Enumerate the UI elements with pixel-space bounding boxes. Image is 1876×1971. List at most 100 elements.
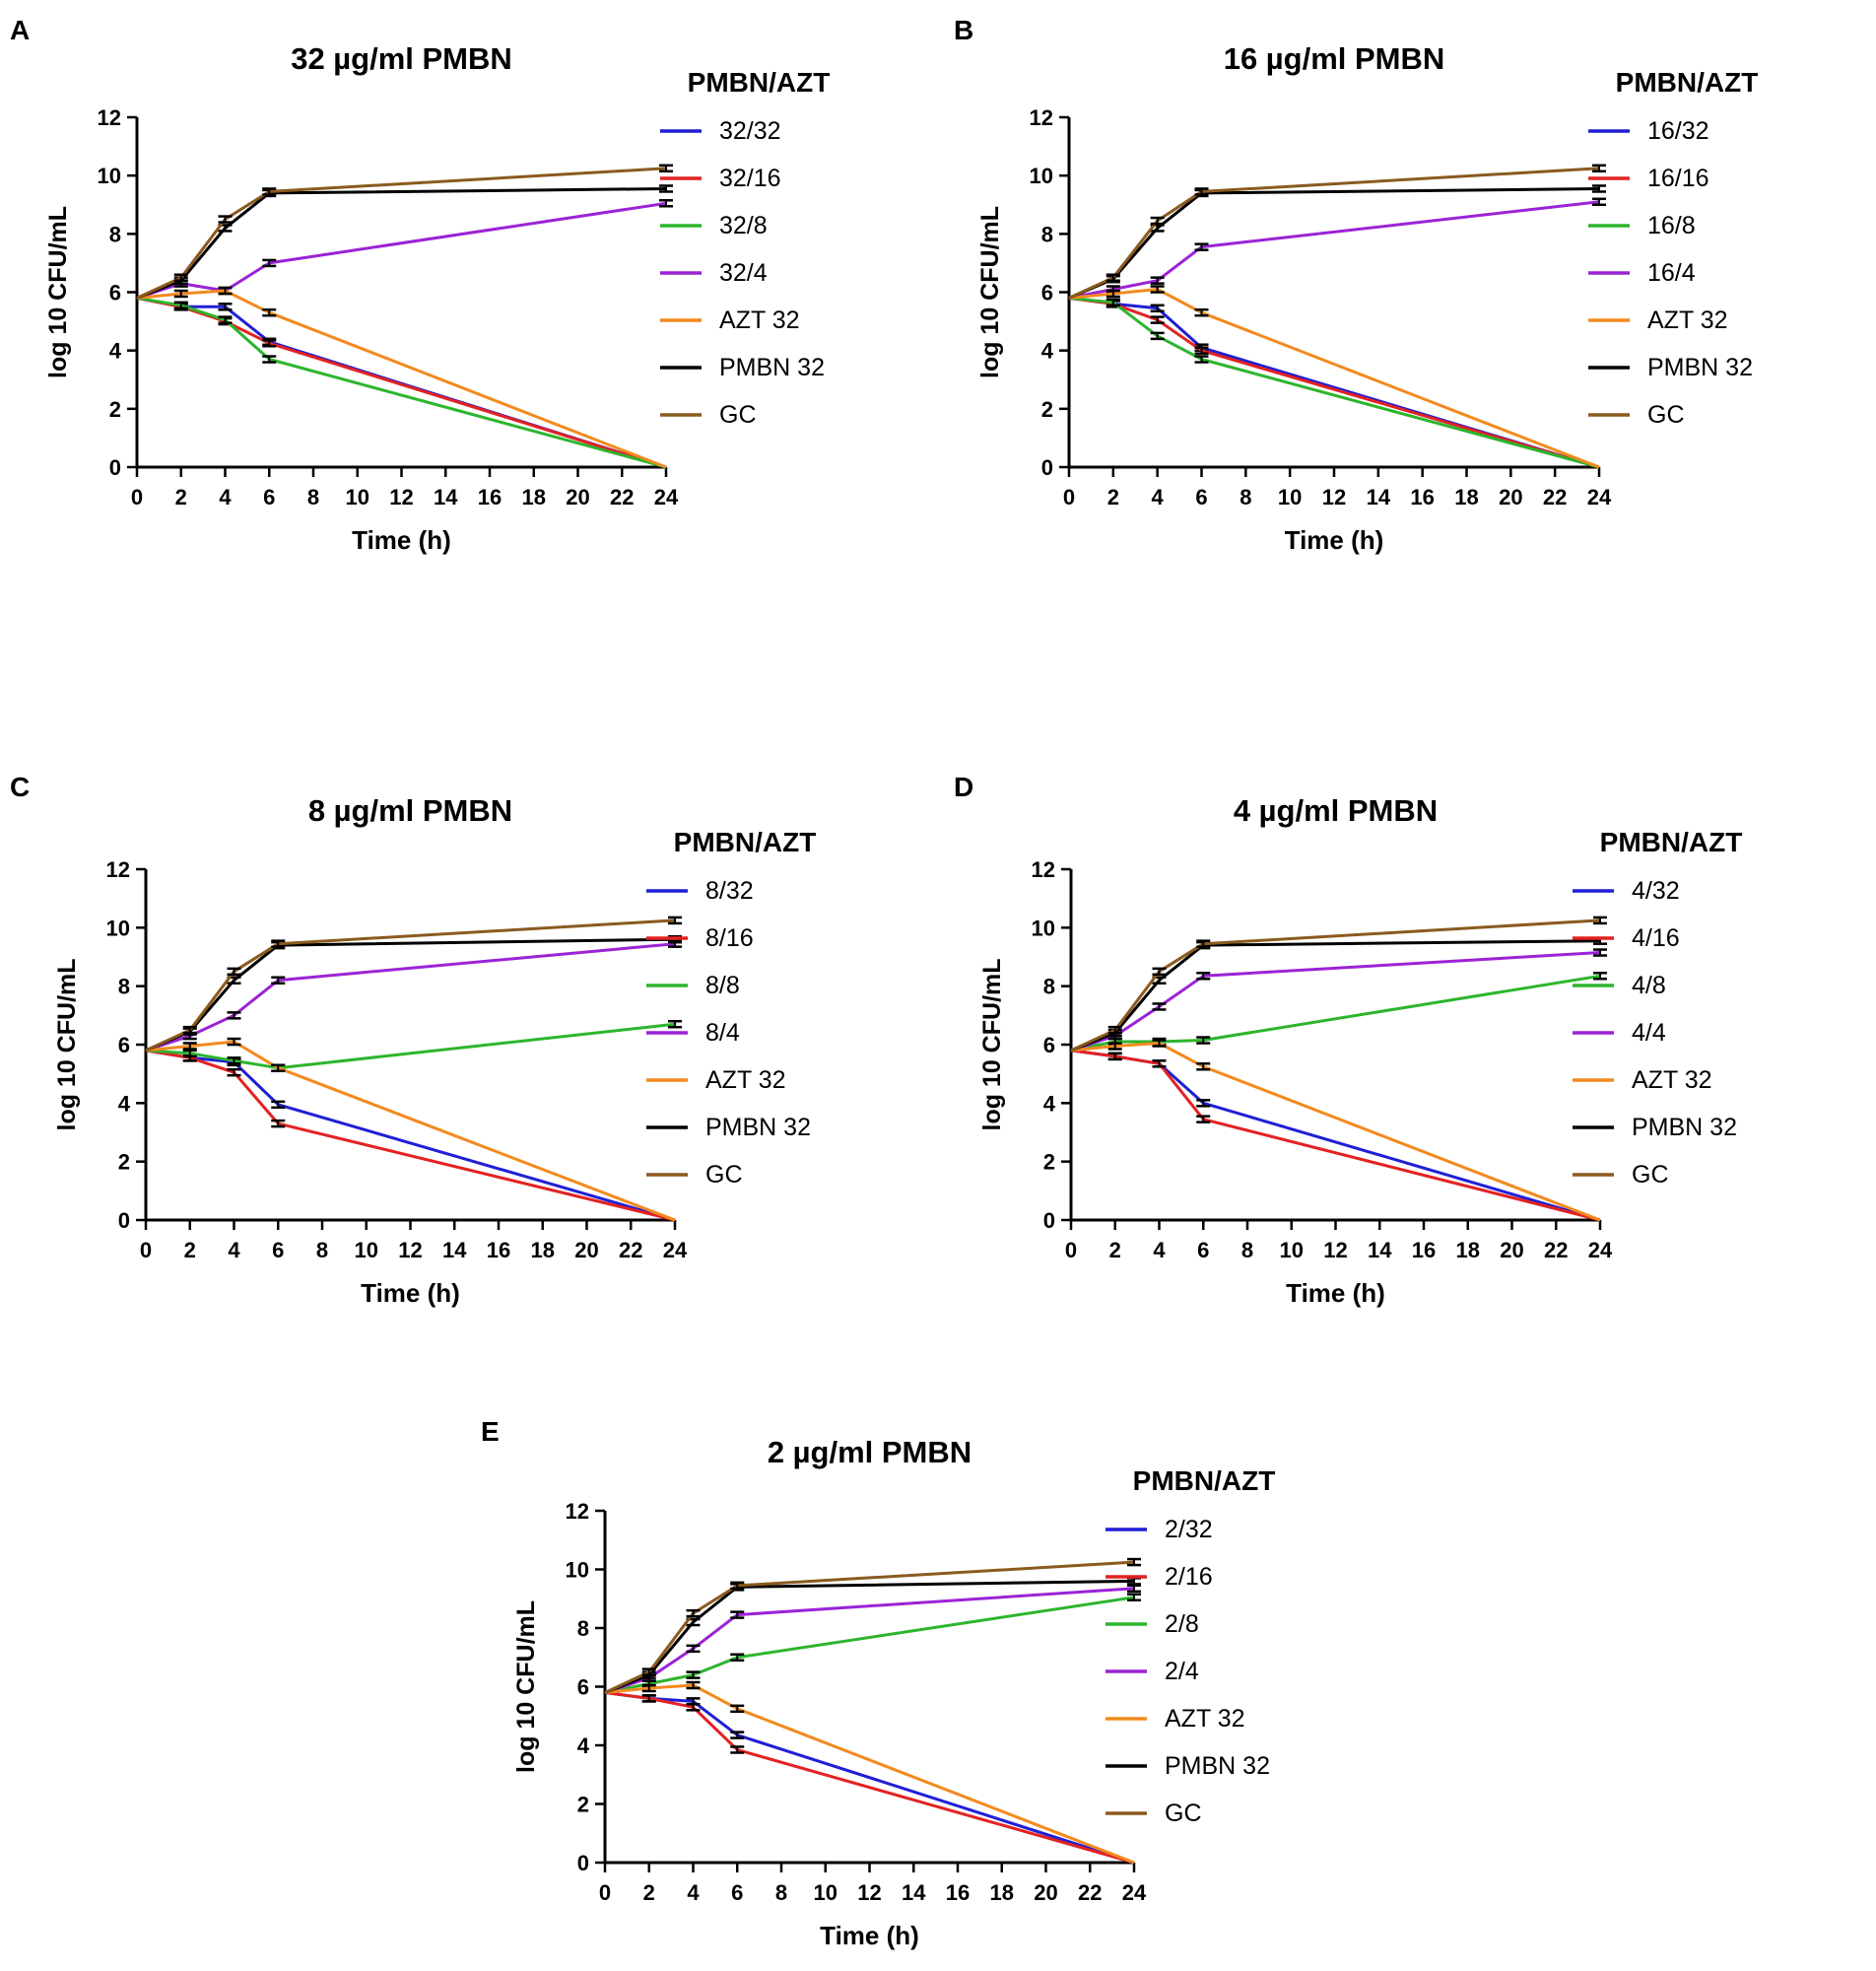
x-tick-label: 22 <box>619 1238 642 1262</box>
x-tick-label: 20 <box>1034 1880 1057 1905</box>
x-tick-label: 24 <box>654 485 679 510</box>
chart-title: 8 µg/ml PMBN <box>308 793 512 828</box>
x-tick-label: 2 <box>1109 1238 1121 1262</box>
x-tick-label: 16 <box>478 485 502 510</box>
x-tick-label: 0 <box>599 1880 611 1905</box>
x-tick-label: 20 <box>566 485 589 510</box>
x-tick-label: 16 <box>1410 485 1434 510</box>
x-tick-label: 0 <box>131 485 143 510</box>
y-tick-label: 12 <box>566 1499 589 1524</box>
legend-entry: 2/32 <box>1165 1516 1213 1543</box>
x-tick-label: 14 <box>434 485 458 510</box>
y-tick-label: 6 <box>577 1675 589 1700</box>
x-tick-label: 18 <box>522 485 546 510</box>
legend-entry: 32/4 <box>719 259 768 287</box>
x-tick-label: 10 <box>346 485 369 510</box>
legend: PMBN/AZT 16/32 16/16 16/8 16/4 AZT 32 PMBN 32 G… <box>1588 67 1758 429</box>
y-tick-label: 0 <box>118 1208 130 1233</box>
series-line-1 <box>1070 1049 1601 1222</box>
x-tick-label: 6 <box>731 1880 743 1905</box>
legend-entry: 32/16 <box>719 165 781 192</box>
series-line-3 <box>136 201 667 300</box>
x-tick-label: 0 <box>1065 1238 1077 1262</box>
panel-label: B <box>954 15 973 45</box>
y-tick-label: 12 <box>98 105 121 130</box>
x-tick-label: 8 <box>316 1238 328 1262</box>
x-tick-label: 12 <box>1322 485 1346 510</box>
x-tick-label: 8 <box>1240 485 1251 510</box>
y-tick-label: 8 <box>1041 222 1053 246</box>
series-line-1 <box>145 1049 676 1222</box>
y-tick-label: 0 <box>1043 1208 1055 1233</box>
chart-title: 4 µg/ml PMBN <box>1234 793 1438 828</box>
legend-entry: 4/8 <box>1632 972 1666 999</box>
legend-title: PMBN/AZT <box>1133 1465 1276 1496</box>
y-tick-label: 6 <box>1041 281 1053 306</box>
series-line-0 <box>1070 1049 1601 1222</box>
x-tick-label: 18 <box>1454 485 1478 510</box>
legend-entry: 16/8 <box>1647 212 1696 239</box>
legend-entry: GC <box>705 1161 743 1189</box>
panel-label: D <box>954 772 973 802</box>
legend-entry: AZT 32 <box>719 306 800 334</box>
legend-entry: AZT 32 <box>1647 306 1728 334</box>
x-tick-label: 14 <box>442 1238 467 1262</box>
x-axis-title: Time (h) <box>820 1921 919 1950</box>
y-tick-label: 4 <box>1041 339 1054 364</box>
series-line-3 <box>145 942 676 1053</box>
x-tick-label: 10 <box>355 1238 378 1262</box>
series-line-6 <box>1070 918 1601 1053</box>
y-tick-label: 8 <box>118 975 130 999</box>
legend-entry: 4/16 <box>1632 924 1680 952</box>
panel-label: C <box>10 772 30 802</box>
legend-entry: 2/8 <box>1165 1610 1199 1638</box>
legend-entry: 2/4 <box>1165 1658 1199 1685</box>
y-tick-label: 2 <box>109 397 121 422</box>
x-tick-label: 18 <box>1456 1238 1480 1262</box>
y-tick-label: 10 <box>566 1558 589 1583</box>
y-tick-label: 6 <box>1043 1033 1055 1057</box>
series-line-2 <box>604 1596 1135 1694</box>
y-tick-label: 10 <box>1032 916 1055 940</box>
x-tick-label: 0 <box>140 1238 152 1262</box>
chart-title: 2 µg/ml PMBN <box>768 1435 972 1469</box>
panel-label: E <box>481 1416 500 1447</box>
legend-title: PMBN/AZT <box>1600 827 1743 857</box>
chart-title: 32 µg/ml PMBN <box>291 41 512 76</box>
x-axis-title: Time (h) <box>361 1278 460 1308</box>
y-axis-title: log 10 CFU/mL <box>512 1600 540 1773</box>
y-tick-label: 4 <box>577 1733 590 1758</box>
y-tick-label: 6 <box>109 281 121 306</box>
legend-entry: 16/16 <box>1647 165 1709 192</box>
x-tick-label: 8 <box>1241 1238 1253 1262</box>
y-tick-label: 4 <box>109 339 122 364</box>
y-tick-label: 10 <box>106 916 130 940</box>
x-tick-label: 4 <box>219 485 232 510</box>
legend-entry: GC <box>1632 1161 1669 1189</box>
y-axis-title: log 10 CFU/mL <box>53 958 81 1130</box>
x-tick-label: 12 <box>1323 1238 1347 1262</box>
series-line-0 <box>604 1691 1135 1865</box>
x-tick-label: 16 <box>946 1880 970 1905</box>
x-tick-label: 20 <box>574 1238 598 1262</box>
y-tick-label: 6 <box>118 1033 130 1057</box>
y-tick-label: 8 <box>109 222 121 246</box>
y-tick-label: 2 <box>118 1150 130 1175</box>
x-tick-label: 16 <box>1412 1238 1436 1262</box>
legend-entry: 8/16 <box>705 924 754 952</box>
legend-entry: AZT 32 <box>1165 1705 1245 1733</box>
x-tick-label: 22 <box>1543 485 1567 510</box>
chart-title: 16 µg/ml PMBN <box>1224 41 1445 76</box>
y-tick-label: 0 <box>577 1851 589 1875</box>
x-tick-label: 10 <box>814 1880 838 1905</box>
x-tick-label: 22 <box>610 485 634 510</box>
x-tick-label: 10 <box>1278 485 1302 510</box>
y-axis-title: log 10 CFU/mL <box>976 206 1004 378</box>
x-tick-label: 4 <box>228 1238 240 1262</box>
y-tick-label: 4 <box>1043 1091 1056 1116</box>
legend-entry: GC <box>1647 401 1685 429</box>
legend-entry: 16/32 <box>1647 117 1709 145</box>
